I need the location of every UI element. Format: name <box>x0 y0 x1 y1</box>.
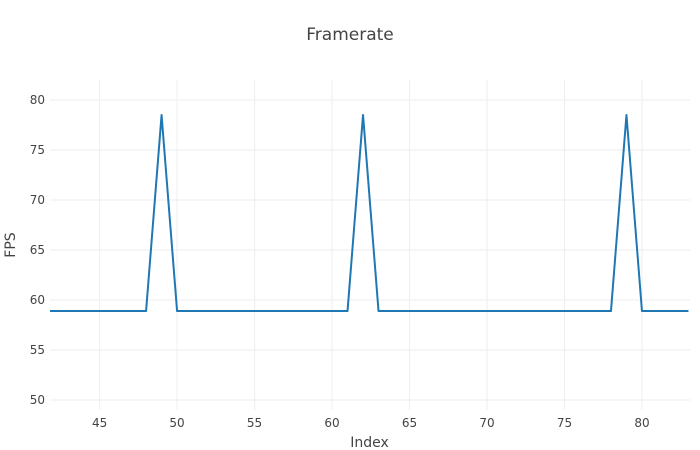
x-tick-label: 70 <box>479 416 494 430</box>
y-tick-label: 50 <box>30 393 45 407</box>
y-tick-label: 75 <box>30 143 45 157</box>
series-layer <box>50 114 689 312</box>
x-tick-label: 50 <box>169 416 184 430</box>
y-axis-title: FPS <box>3 232 19 257</box>
y-tick-label: 55 <box>30 343 45 357</box>
x-tick-label: 55 <box>247 416 262 430</box>
x-tick-label: 65 <box>402 416 417 430</box>
x-axis-title: Index <box>350 435 389 450</box>
x-axis-ticks: 45 50 55 60 65 70 75 80 <box>92 416 650 430</box>
grid <box>50 80 690 410</box>
series-line <box>50 114 689 312</box>
y-tick-label: 70 <box>30 193 45 207</box>
x-tick-label: 80 <box>634 416 649 430</box>
y-tick-label: 65 <box>30 243 45 257</box>
chart-title: Framerate <box>306 25 394 45</box>
x-tick-label: 45 <box>92 416 107 430</box>
y-tick-label: 80 <box>30 93 45 107</box>
y-tick-label: 60 <box>30 293 45 307</box>
y-axis-ticks: 50 55 60 65 70 75 80 <box>30 93 45 407</box>
x-tick-label: 75 <box>557 416 572 430</box>
x-tick-label: 60 <box>324 416 339 430</box>
